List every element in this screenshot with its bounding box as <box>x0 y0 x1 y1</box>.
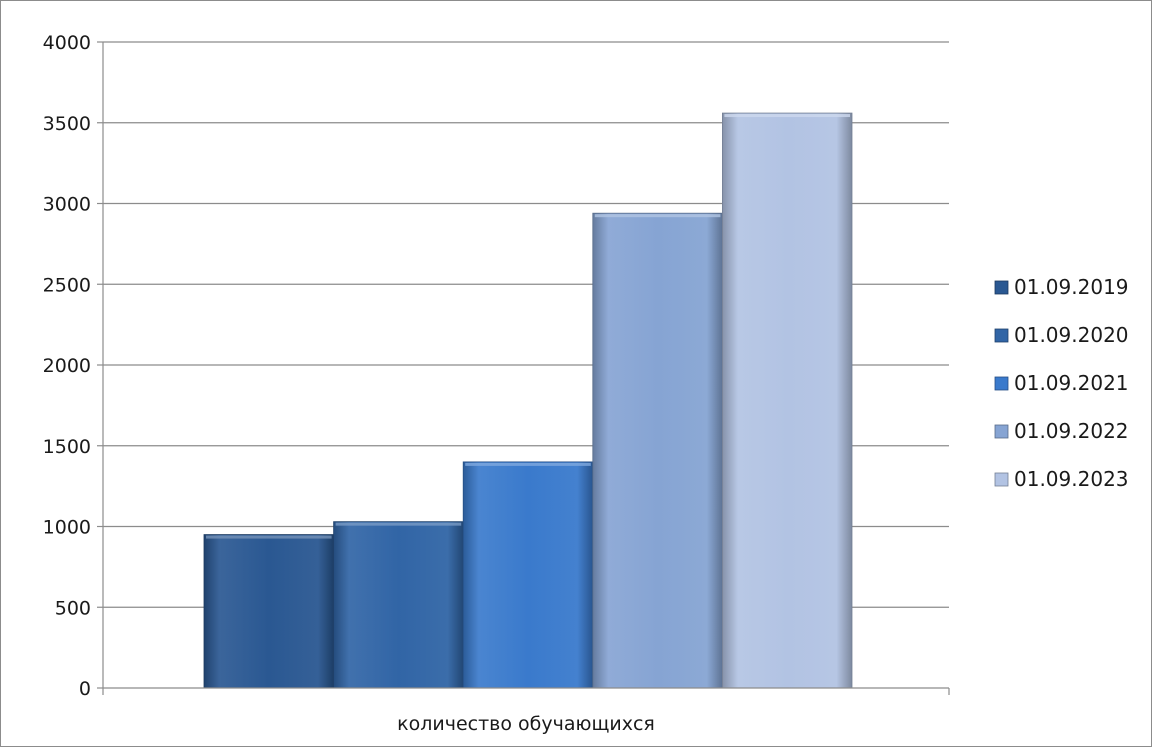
y-tick-label: 1000 <box>43 517 91 539</box>
legend-label: 01.09.2019 <box>1014 275 1129 299</box>
legend-label: 01.09.2023 <box>1014 467 1129 491</box>
bar-01.09.2019 <box>203 534 335 689</box>
axes: 0 500 1000 1500 2000 2500 3000 3500 4000 количест… <box>43 32 950 735</box>
legend-swatch <box>994 280 1009 295</box>
y-tick-label: 4000 <box>43 32 91 54</box>
bar-highlight <box>465 462 591 466</box>
bar-01.09.2021 <box>462 461 594 689</box>
legend-swatch <box>994 328 1009 343</box>
gridlines <box>103 41 949 608</box>
bar-highlight <box>335 522 462 526</box>
legend-swatch <box>994 472 1009 487</box>
y-tick-label: 3000 <box>43 194 91 216</box>
bars <box>203 112 853 689</box>
legend-label: 01.09.2020 <box>1014 323 1129 347</box>
bar-highlight <box>724 114 850 118</box>
legend-swatch <box>994 376 1009 391</box>
legend-swatch <box>994 424 1009 439</box>
legend-label: 01.09.2022 <box>1014 419 1129 443</box>
bar-01.09.2020 <box>333 521 464 689</box>
bar-01.09.2023 <box>722 112 853 689</box>
bar-highlight <box>594 214 721 218</box>
bar-01.09.2022 <box>592 212 723 689</box>
y-tick-label: 0 <box>79 678 91 700</box>
y-tick-label: 3500 <box>43 113 91 135</box>
y-tick-label: 2000 <box>43 355 91 377</box>
y-tick-label: 1500 <box>43 436 91 458</box>
legend: 01.09.2019 01.09.2020 01.09.2021 01.09.2022… <box>994 275 1129 491</box>
x-category-label: количество обучающихся <box>397 713 655 735</box>
y-tick-label: 500 <box>55 597 91 619</box>
legend-label: 01.09.2021 <box>1014 371 1129 395</box>
y-tick-label: 2500 <box>43 274 91 296</box>
bar-highlight <box>206 535 332 539</box>
